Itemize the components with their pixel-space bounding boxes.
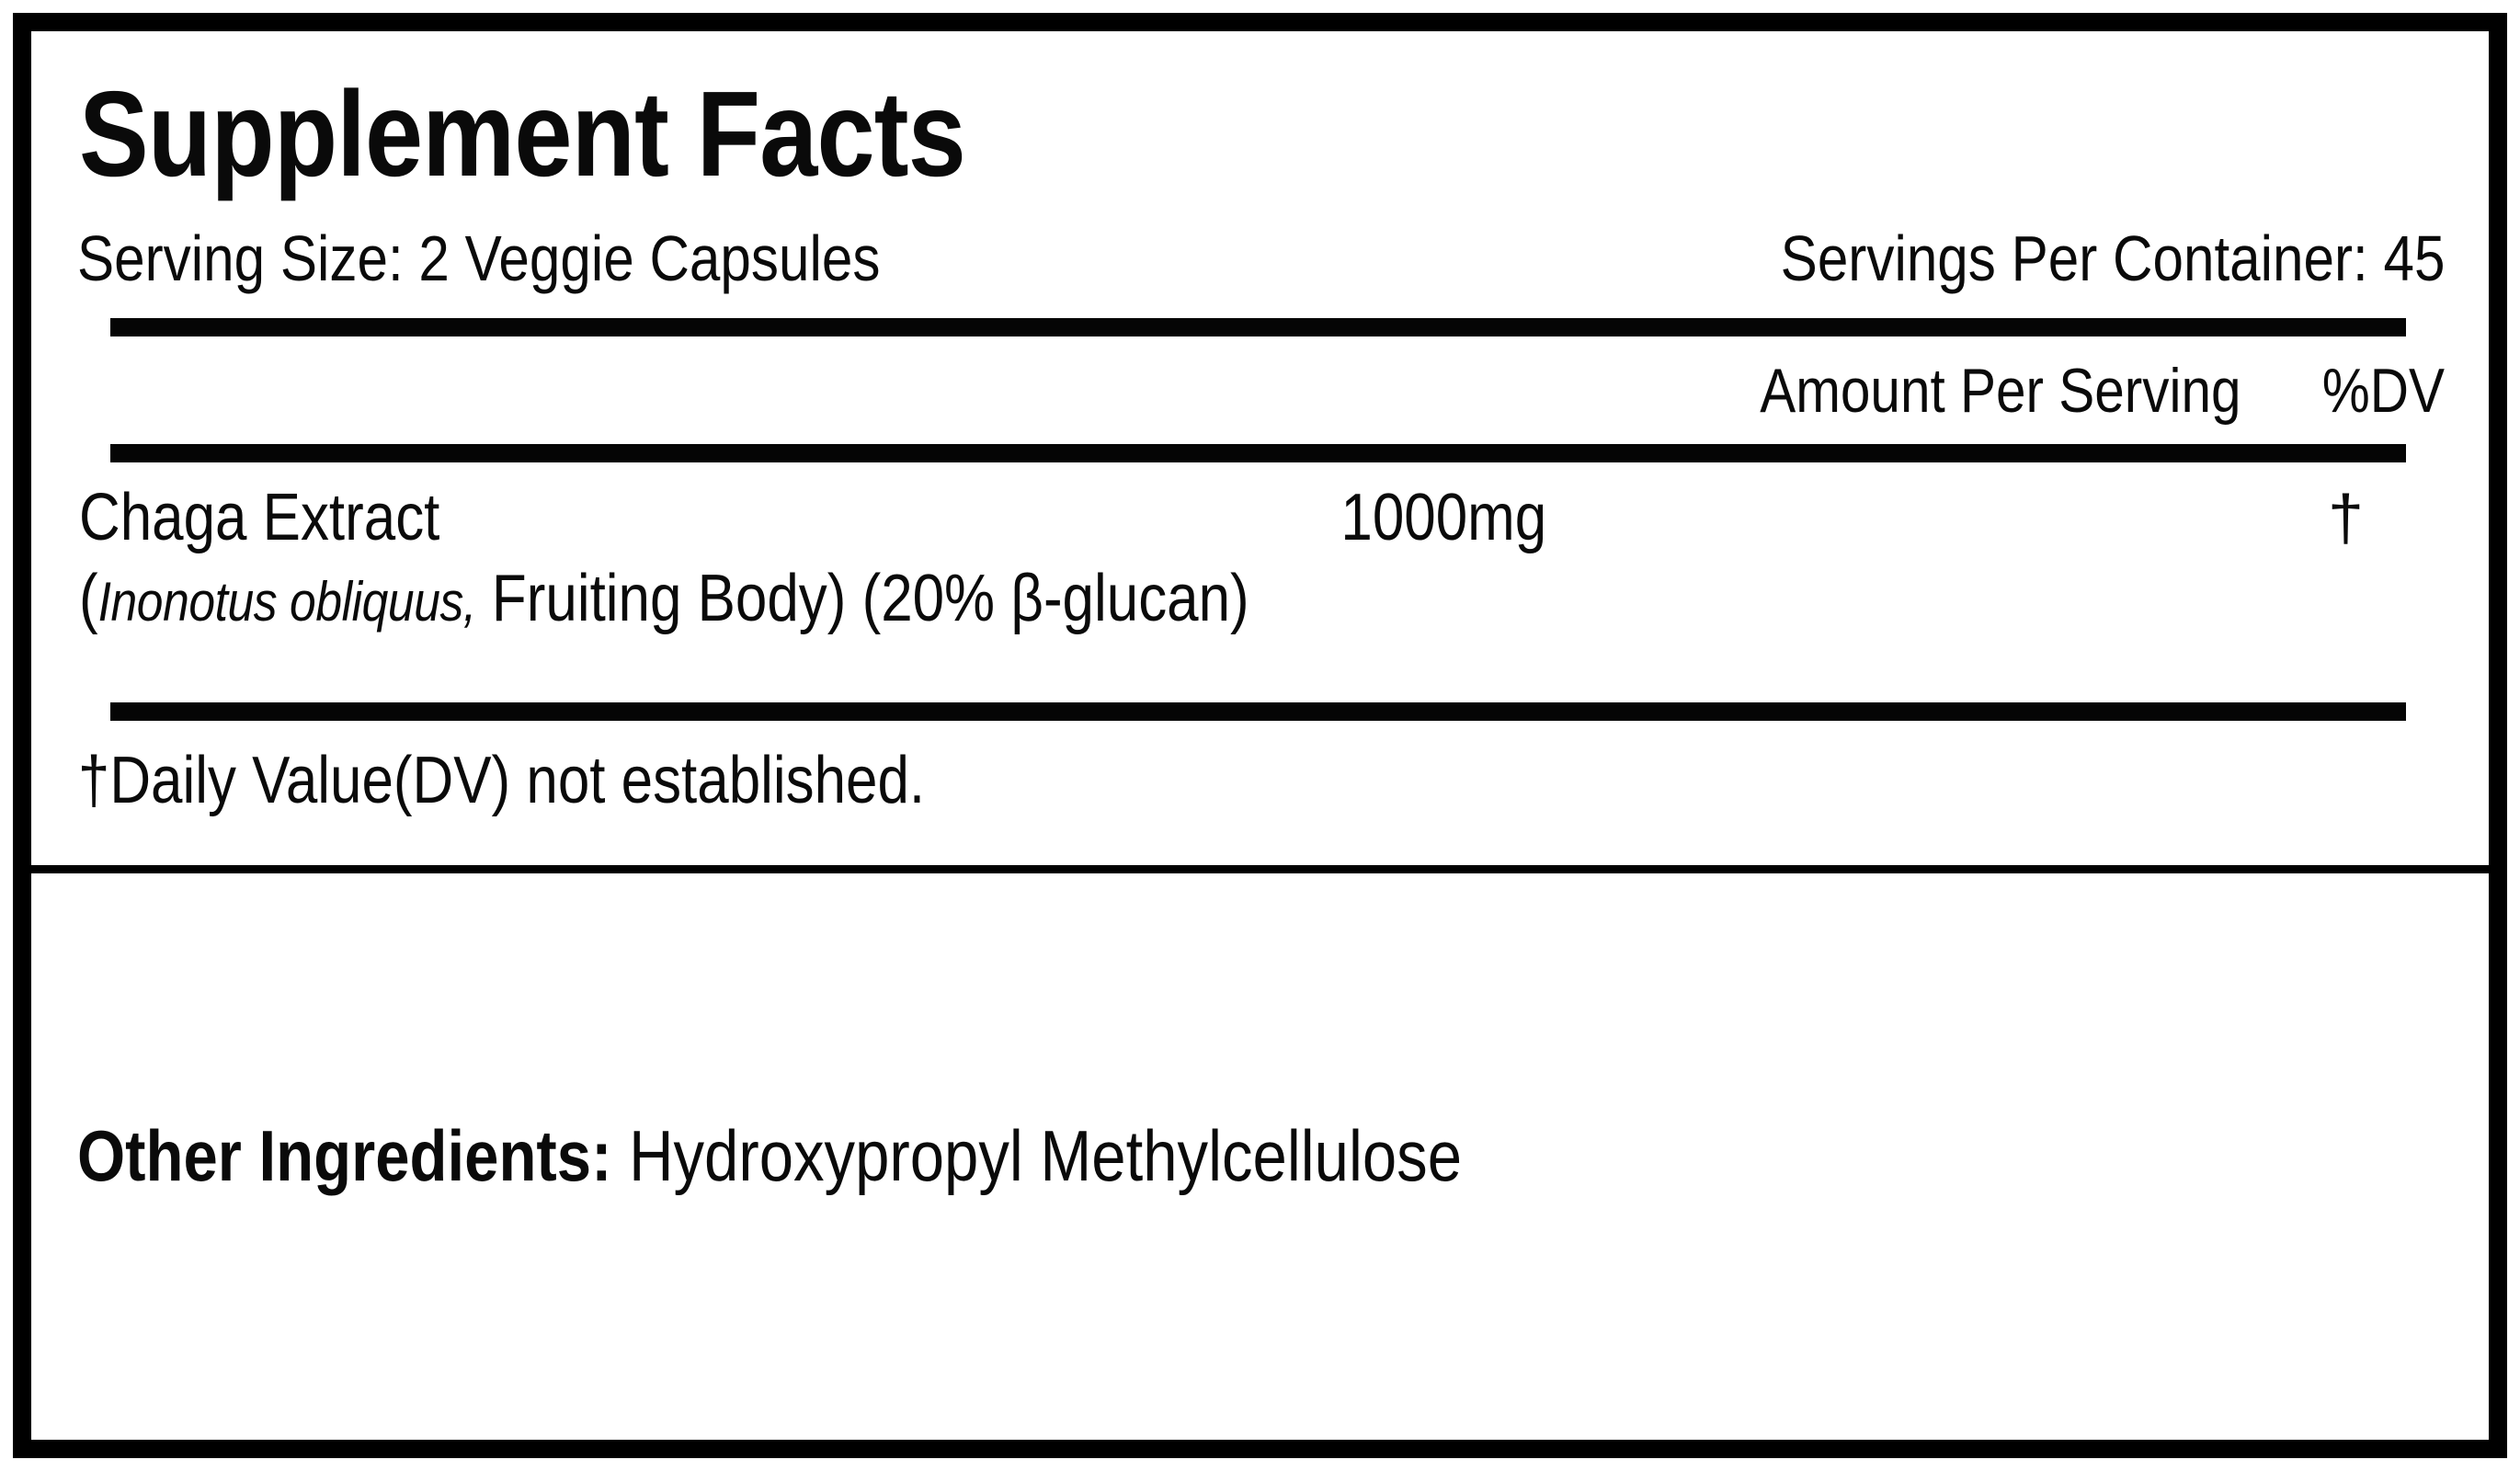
column-header-row: Amount Per Serving %DV: [72, 336, 2448, 444]
other-ingredients-value: Hydroxypropyl Methylcellulose: [611, 1115, 1463, 1197]
divider-below-column-headers: [110, 444, 2406, 463]
divider-above-column-headers: [110, 318, 2406, 337]
supplement-facts-panel: Supplement Facts Serving Size: 2 Veggie …: [13, 13, 2507, 1458]
percent-daily-value-header: %DV: [2321, 356, 2445, 427]
serving-size-text: Serving Size: 2 Veggie Capsules: [77, 222, 881, 294]
divider-above-footnote: [110, 701, 2406, 721]
other-ingredients-section: Other Ingredients: Hydroxypropyl Methylc…: [31, 873, 2489, 1440]
nutrient-primary-line: Chaga Extract 1000mg †: [79, 481, 2445, 555]
servings-per-container-text: Servings Per Container: 45: [1780, 222, 2445, 294]
other-ingredients-label: Other Ingredients:: [77, 1115, 612, 1197]
serving-information-row: Serving Size: 2 Veggie Capsules Servings…: [77, 222, 2445, 294]
divider-above-other-ingredients: [31, 865, 2489, 874]
daily-value-footnote: †Daily Value(DV) not established.: [77, 743, 926, 817]
spacer-below-footnote: [72, 817, 2448, 865]
nutrient-scientific-name: Inonotus obliquus,: [97, 570, 477, 633]
header-rule-wrapper: [72, 318, 2448, 337]
nutrient-detail-suffix: Fruiting Body) (20% β-glucan): [475, 561, 1249, 635]
supplement-facts-upper-section: Supplement Facts Serving Size: 2 Veggie …: [31, 31, 2489, 865]
nutrient-detail-line: (Inonotus obliquus, Fruiting Body) (20% …: [79, 561, 2114, 636]
other-ingredients-line: Other Ingredients: Hydroxypropyl Methylc…: [77, 1115, 1463, 1197]
nutrient-name: Chaga Extract: [79, 481, 440, 555]
nutrient-daily-value: †: [2328, 482, 2364, 554]
spacer-above-header-rule: [72, 294, 2448, 318]
column-rule-wrapper: [72, 444, 2448, 463]
footnote-rule-wrapper: [72, 701, 2448, 721]
nutrient-detail-open-paren: (: [79, 561, 98, 635]
nutrient-row: Chaga Extract 1000mg † (Inonotus obliquu…: [72, 462, 2448, 636]
spacer-below-nutrient-row: [72, 636, 2448, 702]
nutrient-amount: 1000mg: [1340, 481, 1547, 555]
page-title: Supplement Facts: [79, 66, 966, 201]
amount-per-serving-header: Amount Per Serving: [1760, 356, 2241, 427]
